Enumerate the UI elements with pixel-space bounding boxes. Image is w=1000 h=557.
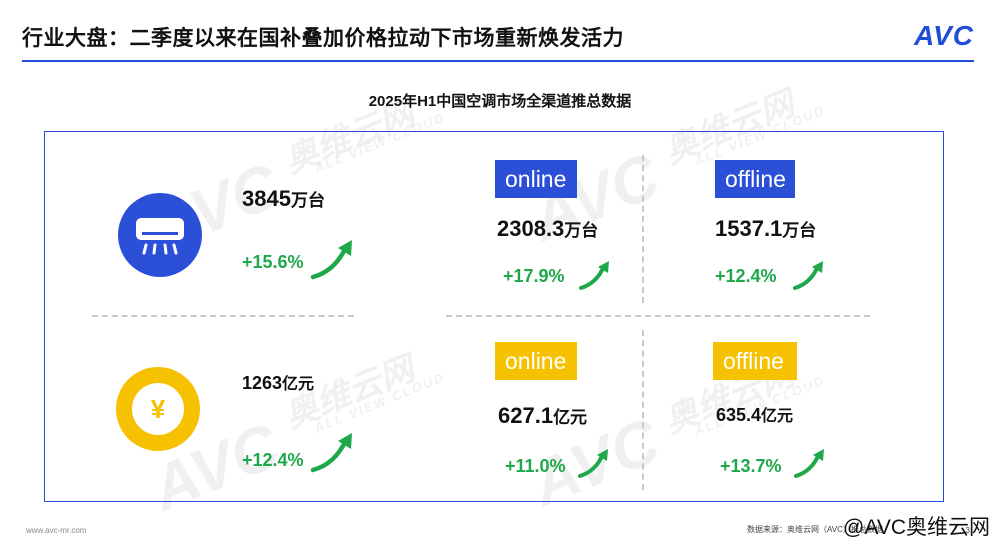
page-title: 行业大盘：二季度以来在国补叠加价格拉动下市场重新焕发活力	[22, 27, 624, 50]
growth-arrow-icon	[793, 261, 823, 290]
revenue-online: 627.1亿元	[498, 403, 587, 429]
avc-logo: AVC	[913, 20, 974, 51]
volume-offline-growth: +12.4%	[715, 266, 777, 286]
volume-online-growth: +17.9%	[503, 266, 565, 286]
volume-online-unit: 万台	[564, 221, 599, 240]
volume-offline-unit: 万台	[782, 221, 817, 240]
volume-total-growth: +15.6%	[242, 252, 304, 272]
revenue-offline-unit: 亿元	[761, 408, 794, 425]
revenue-offline: 635.4亿元	[716, 402, 793, 426]
divider-horizontal-right	[446, 315, 870, 317]
revenue-offline-value: 635.4	[716, 405, 762, 425]
stats-panel	[44, 131, 944, 502]
volume-online-value: 2308.3	[497, 216, 565, 241]
divider-vertical-top	[642, 155, 644, 303]
header-divider	[22, 60, 974, 62]
growth-arrow-icon	[794, 449, 824, 478]
growth-arrow-icon	[579, 261, 609, 290]
divider-vertical-bottom	[642, 330, 644, 490]
air-conditioner-icon	[118, 193, 202, 277]
divider-horizontal-left	[92, 315, 354, 317]
volume-total: 3845万台	[242, 186, 325, 212]
revenue-total-value: 1263	[242, 373, 283, 393]
offline-tag: offline	[713, 342, 797, 380]
growth-arrow-icon	[578, 449, 608, 478]
growth-arrow-icon	[310, 240, 352, 280]
volume-offline-value: 1537.1	[715, 216, 783, 241]
footer-website: www.avc-mr.com	[26, 526, 87, 535]
offline-tag: offline	[715, 160, 795, 198]
revenue-total-growth: +12.4%	[242, 450, 304, 470]
online-tag: online	[495, 160, 577, 198]
revenue-online-unit: 亿元	[553, 408, 588, 427]
volume-offline: 1537.1万台	[715, 216, 816, 242]
online-tag: online	[495, 342, 577, 380]
revenue-online-growth: +11.0%	[505, 456, 566, 476]
yen-symbol: ¥	[132, 383, 184, 435]
section-subtitle: 2025年H1中国空调市场全渠道推总数据	[368, 93, 632, 110]
volume-total-value: 3845	[242, 186, 291, 211]
revenue-total: 1263亿元	[242, 370, 314, 394]
revenue-total-unit: 亿元	[282, 376, 315, 393]
revenue-online-value: 627.1	[498, 403, 554, 428]
growth-arrow-icon	[310, 433, 352, 473]
yen-icon: ¥	[116, 367, 200, 451]
volume-total-unit: 万台	[290, 191, 325, 210]
volume-online: 2308.3万台	[497, 216, 598, 242]
credit-watermark: @AVC奥维云网	[843, 516, 990, 539]
footer-source: 数据来源：奥维云网（AVC）推总数据	[747, 525, 883, 534]
page-number: 3	[965, 526, 970, 535]
revenue-offline-growth: +13.7%	[720, 456, 782, 476]
